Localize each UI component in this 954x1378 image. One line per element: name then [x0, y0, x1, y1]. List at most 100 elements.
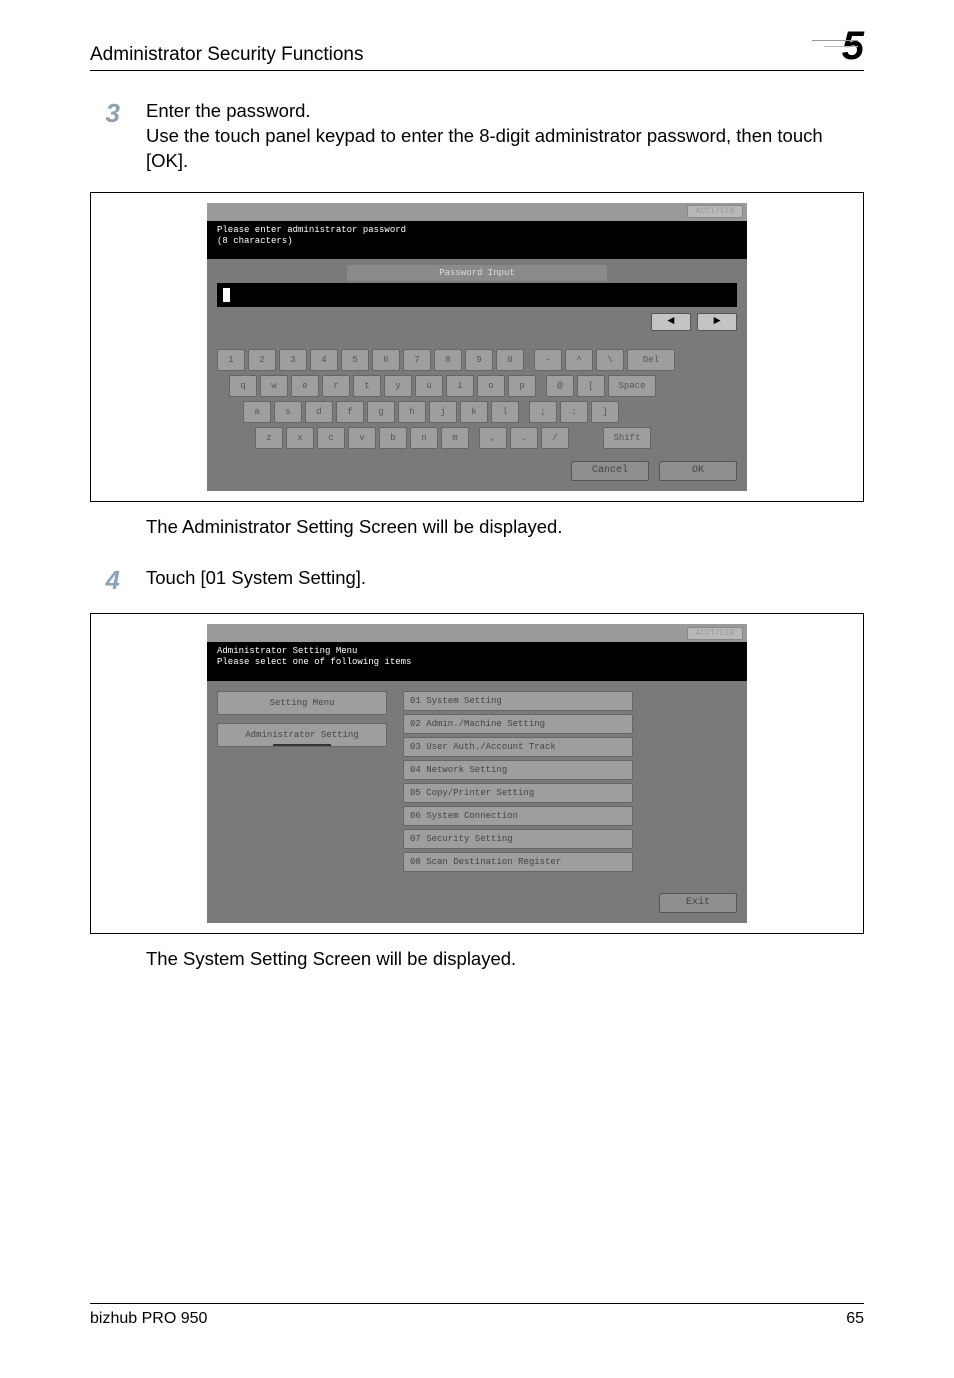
key-at[interactable]: @	[546, 375, 574, 397]
key-o[interactable]: o	[477, 375, 505, 397]
key-e[interactable]: e	[291, 375, 319, 397]
footer-page-number: 65	[846, 1310, 864, 1328]
key-z[interactable]: z	[255, 427, 283, 449]
key-slash[interactable]: /	[541, 427, 569, 449]
key-period[interactable]: .	[510, 427, 538, 449]
arrow-left-button[interactable]: ◄	[651, 313, 691, 331]
key-8[interactable]: 8	[434, 349, 462, 371]
ts-hdr-line1: Administrator Setting Menu	[217, 646, 737, 657]
cancel-button[interactable]: Cancel	[571, 461, 649, 481]
key-h[interactable]: h	[398, 401, 426, 423]
key-a[interactable]: a	[243, 401, 271, 423]
menu-01-system-setting[interactable]: 01 System Setting	[403, 691, 633, 711]
menu-07-security-setting[interactable]: 07 Security Setting	[403, 829, 633, 849]
key-x[interactable]: x	[286, 427, 314, 449]
keyboard-row-2: q w e r t y u i o p @ [ Space	[217, 375, 737, 397]
tab-column: Setting Menu Administrator Setting	[217, 691, 387, 875]
key-semicolon[interactable]: ;	[529, 401, 557, 423]
ts-topbar: ACCT/ITR	[207, 203, 747, 221]
step-4-line1: Touch [01 System Setting].	[146, 567, 366, 588]
touchscreen-admin-menu: ACCT/ITR Administrator Setting Menu Plea…	[207, 624, 747, 923]
key-rbracket[interactable]: ]	[591, 401, 619, 423]
ts-hdr-line2: (8 characters)	[217, 236, 737, 247]
arrow-right-button[interactable]: ►	[697, 313, 737, 331]
acct-itr-button[interactable]: ACCT/ITR	[687, 627, 743, 640]
key-2[interactable]: 2	[248, 349, 276, 371]
figure-password-screen: ACCT/ITR Please enter administrator pass…	[90, 192, 864, 503]
menu-08-scan-destination-register[interactable]: 08 Scan Destination Register	[403, 852, 633, 872]
step-3: 3 Enter the password. Use the touch pane…	[90, 99, 864, 174]
key-j[interactable]: j	[429, 401, 457, 423]
key-l[interactable]: l	[491, 401, 519, 423]
key-5[interactable]: 5	[341, 349, 369, 371]
ts-header: Administrator Setting Menu Please select…	[207, 642, 747, 681]
page-header: Administrator Security Functions 5	[90, 26, 864, 71]
ts-header: Please enter administrator password (8 c…	[207, 221, 747, 260]
key-q[interactable]: q	[229, 375, 257, 397]
ts-topbar: ACCT/ITR	[207, 624, 747, 642]
key-0[interactable]: 0	[496, 349, 524, 371]
footer-model: bizhub PRO 950	[90, 1310, 207, 1328]
key-minus[interactable]: -	[534, 349, 562, 371]
key-b[interactable]: b	[379, 427, 407, 449]
key-w[interactable]: w	[260, 375, 288, 397]
key-6[interactable]: 6	[372, 349, 400, 371]
menu-list: 01 System Setting 02 Admin./Machine Sett…	[403, 691, 633, 875]
keyboard-row-3: a s d f g h j k l ; : ]	[217, 401, 737, 423]
key-1[interactable]: 1	[217, 349, 245, 371]
exit-button[interactable]: Exit	[659, 893, 737, 913]
touchscreen-password: ACCT/ITR Please enter administrator pass…	[207, 203, 747, 492]
ts-hdr-line2: Please select one of following items	[217, 657, 737, 668]
key-f[interactable]: f	[336, 401, 364, 423]
key-k[interactable]: k	[460, 401, 488, 423]
key-7[interactable]: 7	[403, 349, 431, 371]
step-3-result: The Administrator Setting Screen will be…	[146, 516, 864, 538]
menu-04-network-setting[interactable]: 04 Network Setting	[403, 760, 633, 780]
key-u[interactable]: u	[415, 375, 443, 397]
key-3[interactable]: 3	[279, 349, 307, 371]
key-9[interactable]: 9	[465, 349, 493, 371]
step-number: 4	[90, 566, 146, 595]
tab-administrator-setting[interactable]: Administrator Setting	[217, 723, 387, 747]
keyboard-row-4: z x c v b n m , . / Shift	[217, 427, 737, 449]
ts-hdr-line1: Please enter administrator password	[217, 225, 737, 236]
key-i[interactable]: i	[446, 375, 474, 397]
step-number: 3	[90, 99, 146, 174]
tab-setting-menu[interactable]: Setting Menu	[217, 691, 387, 715]
key-m[interactable]: m	[441, 427, 469, 449]
key-lbracket[interactable]: [	[577, 375, 605, 397]
acct-itr-button[interactable]: ACCT/ITR	[687, 205, 743, 218]
key-d[interactable]: d	[305, 401, 333, 423]
key-caret[interactable]: ^	[565, 349, 593, 371]
keyboard-row-1: 1 2 3 4 5 6 7 8 9 0 - ^ \ Del	[217, 349, 737, 371]
key-t[interactable]: t	[353, 375, 381, 397]
section-title: Administrator Security Functions	[90, 44, 842, 66]
key-y[interactable]: y	[384, 375, 412, 397]
menu-02-admin-machine-setting[interactable]: 02 Admin./Machine Setting	[403, 714, 633, 734]
key-n[interactable]: n	[410, 427, 438, 449]
key-g[interactable]: g	[367, 401, 395, 423]
key-space[interactable]: Space	[608, 375, 656, 397]
menu-06-system-connection[interactable]: 06 System Connection	[403, 806, 633, 826]
ok-button[interactable]: OK	[659, 461, 737, 481]
key-4[interactable]: 4	[310, 349, 338, 371]
figure-admin-menu-screen: ACCT/ITR Administrator Setting Menu Plea…	[90, 613, 864, 934]
key-colon[interactable]: :	[560, 401, 588, 423]
key-v[interactable]: v	[348, 427, 376, 449]
step-3-line2: Use the touch panel keypad to enter the …	[146, 125, 823, 171]
text-cursor	[223, 288, 230, 302]
key-s[interactable]: s	[274, 401, 302, 423]
menu-05-copy-printer-setting[interactable]: 05 Copy/Printer Setting	[403, 783, 633, 803]
page-footer: bizhub PRO 950 65	[90, 1303, 864, 1328]
key-c[interactable]: c	[317, 427, 345, 449]
key-p[interactable]: p	[508, 375, 536, 397]
key-backslash[interactable]: \	[596, 349, 624, 371]
password-field[interactable]	[217, 283, 737, 307]
key-r[interactable]: r	[322, 375, 350, 397]
page-corner-decoration	[808, 40, 858, 62]
key-comma[interactable]: ,	[479, 427, 507, 449]
step-4: 4 Touch [01 System Setting].	[90, 566, 864, 595]
key-del[interactable]: Del	[627, 349, 675, 371]
key-shift[interactable]: Shift	[603, 427, 651, 449]
menu-03-user-auth-account-track[interactable]: 03 User Auth./Account Track	[403, 737, 633, 757]
